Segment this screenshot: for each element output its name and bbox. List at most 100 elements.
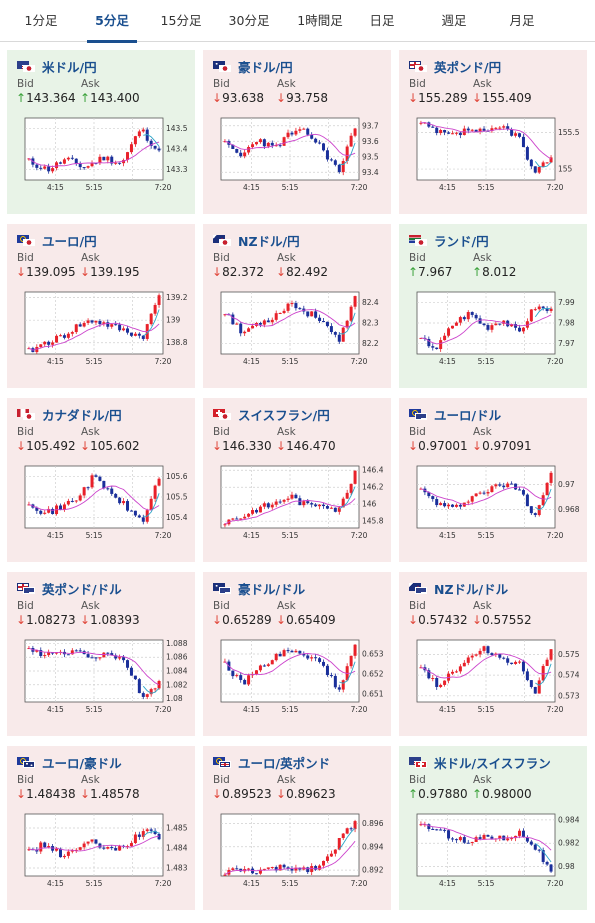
- candle-body: [274, 653, 278, 661]
- candle-body: [541, 306, 545, 309]
- x-tick-label: 5:15: [86, 879, 103, 888]
- candlestick-chart[interactable]: 1.485 1.484 1.483 4:15 5:15 7:20: [17, 812, 187, 906]
- pair-title-link[interactable]: スイスフラン/円: [213, 406, 330, 423]
- currency-card[interactable]: ユーロ/豪ドル Bid Ask ↓1.48438 ↓1.48578 1.485 1.484 1…: [7, 746, 195, 910]
- candle-body: [270, 319, 274, 323]
- candle-body: [118, 845, 122, 851]
- candlestick-chart[interactable]: 105.6 105.5 105.4 4:15 5:15 7:20: [17, 464, 187, 558]
- currency-card[interactable]: ユーロ/ドル Bid Ask ↓0.97001 ↓0.97091 0.97 0.968 4:1…: [399, 398, 587, 562]
- currency-card[interactable]: NZドル/円 Bid Ask ↓82.372 ↓82.492 82.4 82.3 82.2 4:…: [203, 224, 391, 388]
- currency-card[interactable]: ランド/円 Bid Ask ↑7.967 ↑8.012 7.99 7.98 7.97 4:15 5…: [399, 224, 587, 388]
- candle-body: [435, 347, 439, 350]
- candle-body: [258, 139, 262, 143]
- pair-name: ユーロ/豪ドル: [42, 755, 122, 771]
- candlestick-chart[interactable]: 0.984 0.982 0.98 4:15 5:15 7:20: [409, 812, 579, 906]
- candle-body: [525, 147, 529, 160]
- candle-body: [106, 488, 110, 490]
- candle-body: [427, 122, 431, 127]
- candle-body: [466, 842, 470, 844]
- candle-body: [458, 317, 462, 323]
- jp-flag-icon: [415, 64, 427, 72]
- candlestick-chart[interactable]: 7.99 7.98 7.97 4:15 5:15 7:20: [409, 290, 579, 384]
- pair-title-link[interactable]: カナダドル/円: [17, 406, 122, 423]
- pair-title-link[interactable]: 英ポンド/ドル: [17, 580, 122, 597]
- tab-6[interactable]: 週足: [441, 13, 467, 28]
- tab-4[interactable]: 1時間足: [297, 13, 343, 28]
- currency-card[interactable]: 豪ドル/ドル Bid Ask ↓0.65289 ↓0.65409 0.653 0.652 0.…: [203, 572, 391, 736]
- y-tick-label: 0.98: [558, 862, 575, 871]
- y-tick-label: 1.484: [166, 844, 187, 853]
- candle-body: [506, 320, 510, 327]
- y-tick-label: 0.982: [558, 839, 579, 848]
- currency-card[interactable]: カナダドル/円 Bid Ask ↓105.492 ↓105.602 105.6 105.5 1…: [7, 398, 195, 562]
- tab-7[interactable]: 月足: [509, 13, 535, 28]
- candlestick-chart[interactable]: 139.2 139 138.8 4:15 5:15 7:20: [17, 290, 187, 384]
- candle-body: [482, 646, 486, 651]
- candlestick-chart[interactable]: 0.653 0.652 0.651 4:15 5:15 7:20: [213, 638, 383, 732]
- candle-body: [478, 318, 482, 324]
- candle-body: [122, 159, 126, 164]
- us-flag-icon: [415, 586, 427, 594]
- candle-body: [506, 658, 510, 663]
- tab-5[interactable]: 日足: [369, 13, 395, 28]
- flag-icon: [409, 582, 427, 594]
- candlestick-chart[interactable]: 155.5 155 4:15 5:15 7:20: [409, 116, 579, 210]
- candle-body: [58, 335, 62, 337]
- candlestick-chart[interactable]: 146.4 146.2 146 145.8 4:15 5:15 7:20: [213, 464, 383, 558]
- currency-card[interactable]: 英ポンド/円 Bid Ask ↓155.289 ↓155.409 155.5 155 4:15…: [399, 50, 587, 214]
- y-tick-label: 0.984: [558, 815, 579, 824]
- pair-title-link[interactable]: 英ポンド/円: [409, 58, 501, 75]
- pair-title-link[interactable]: ユーロ/英ポンド: [213, 754, 330, 771]
- ch-flag-icon: [415, 760, 427, 768]
- candle-body: [458, 504, 462, 507]
- pair-title-link[interactable]: 米ドル/円: [17, 58, 97, 75]
- candle-body: [533, 686, 537, 694]
- pair-title-link[interactable]: ランド/円: [409, 232, 489, 249]
- currency-card[interactable]: 豪ドル/円 Bid Ask ↓93.638 ↓93.758 93.7 93.6 93.5 93.…: [203, 50, 391, 214]
- currency-card[interactable]: 米ドル/スイスフラン Bid Ask ↑0.97880 ↑0.98000 0.984 0.9…: [399, 746, 587, 910]
- candlestick-chart[interactable]: 1.088 1.086 1.084 1.082 1.08 4:15 5:15 7:20: [17, 638, 187, 732]
- candle-body: [129, 144, 133, 153]
- pair-title-link[interactable]: ユーロ/ドル: [409, 406, 501, 423]
- candlestick-chart[interactable]: 0.896 0.894 0.892 4:15 5:15 7:20: [213, 812, 383, 906]
- currency-card[interactable]: スイスフラン/円 Bid Ask ↓146.330 ↓146.470 146.4 146.2…: [203, 398, 391, 562]
- tab-1[interactable]: 5分足: [87, 0, 137, 43]
- currency-card[interactable]: ユーロ/円 Bid Ask ↓139.095 ↓139.195 139.2 139 138.8…: [7, 224, 195, 388]
- tab-2[interactable]: 15分足: [160, 13, 202, 28]
- ask-value: 139.195: [90, 265, 140, 279]
- pair-title-link[interactable]: ユーロ/豪ドル: [17, 754, 122, 771]
- candle-body: [470, 655, 474, 658]
- moving-average-line: [420, 122, 552, 160]
- candle-body: [502, 126, 506, 128]
- candle-body: [482, 835, 486, 839]
- candle-body: [439, 340, 443, 350]
- x-tick-label: 4:15: [47, 183, 64, 192]
- pair-title-link[interactable]: NZドル/円: [213, 232, 300, 249]
- candlestick-chart[interactable]: 0.97 0.968 4:15 5:15 7:20: [409, 464, 579, 558]
- candlestick-chart[interactable]: 0.575 0.574 0.573 4:15 5:15 7:20: [409, 638, 579, 732]
- candle-body: [353, 128, 357, 136]
- pair-title-link[interactable]: 豪ドル/ドル: [213, 580, 305, 597]
- candlestick-chart[interactable]: 93.7 93.6 93.5 93.4 4:15 5:15 7:20: [213, 116, 383, 210]
- y-tick-label: 7.98: [558, 319, 575, 328]
- currency-card[interactable]: 英ポンド/ドル Bid Ask ↓1.08273 ↓1.08393 1.088 1.086 1…: [7, 572, 195, 736]
- candlestick-chart[interactable]: 82.4 82.3 82.2 4:15 5:15 7:20: [213, 290, 383, 384]
- candlestick-chart[interactable]: 143.5 143.4 143.3 4:15 5:15 7:20: [17, 116, 187, 210]
- pair-title-link[interactable]: 豪ドル/円: [213, 58, 293, 75]
- tab-0[interactable]: 1分足: [24, 13, 58, 28]
- bid-value-wrap: ↓0.89523: [212, 787, 272, 801]
- candle-body: [286, 498, 290, 500]
- tab-3[interactable]: 30分足: [228, 13, 270, 28]
- currency-card[interactable]: 米ドル/円 Bid Ask ↑143.364 ↑143.400 143.5 143.4 143…: [7, 50, 195, 214]
- ask-value: 1.08393: [90, 613, 140, 627]
- currency-card[interactable]: ユーロ/英ポンド Bid Ask ↓0.89523 ↓0.89623 0.896 0.894…: [203, 746, 391, 910]
- bid-value-wrap: ↓93.638: [212, 91, 264, 105]
- ask-value-wrap: ↓93.758: [276, 91, 328, 105]
- pair-title-link[interactable]: NZドル/ドル: [409, 580, 508, 597]
- candle-body: [541, 850, 545, 862]
- ask-value-wrap: ↑143.400: [80, 91, 140, 105]
- candle-body: [333, 675, 337, 688]
- pair-title-link[interactable]: ユーロ/円: [17, 232, 97, 249]
- pair-title-link[interactable]: 米ドル/スイスフラン: [409, 754, 551, 771]
- currency-card[interactable]: NZドル/ドル Bid Ask ↓0.57432 ↓0.57552 0.575 0.574 0…: [399, 572, 587, 736]
